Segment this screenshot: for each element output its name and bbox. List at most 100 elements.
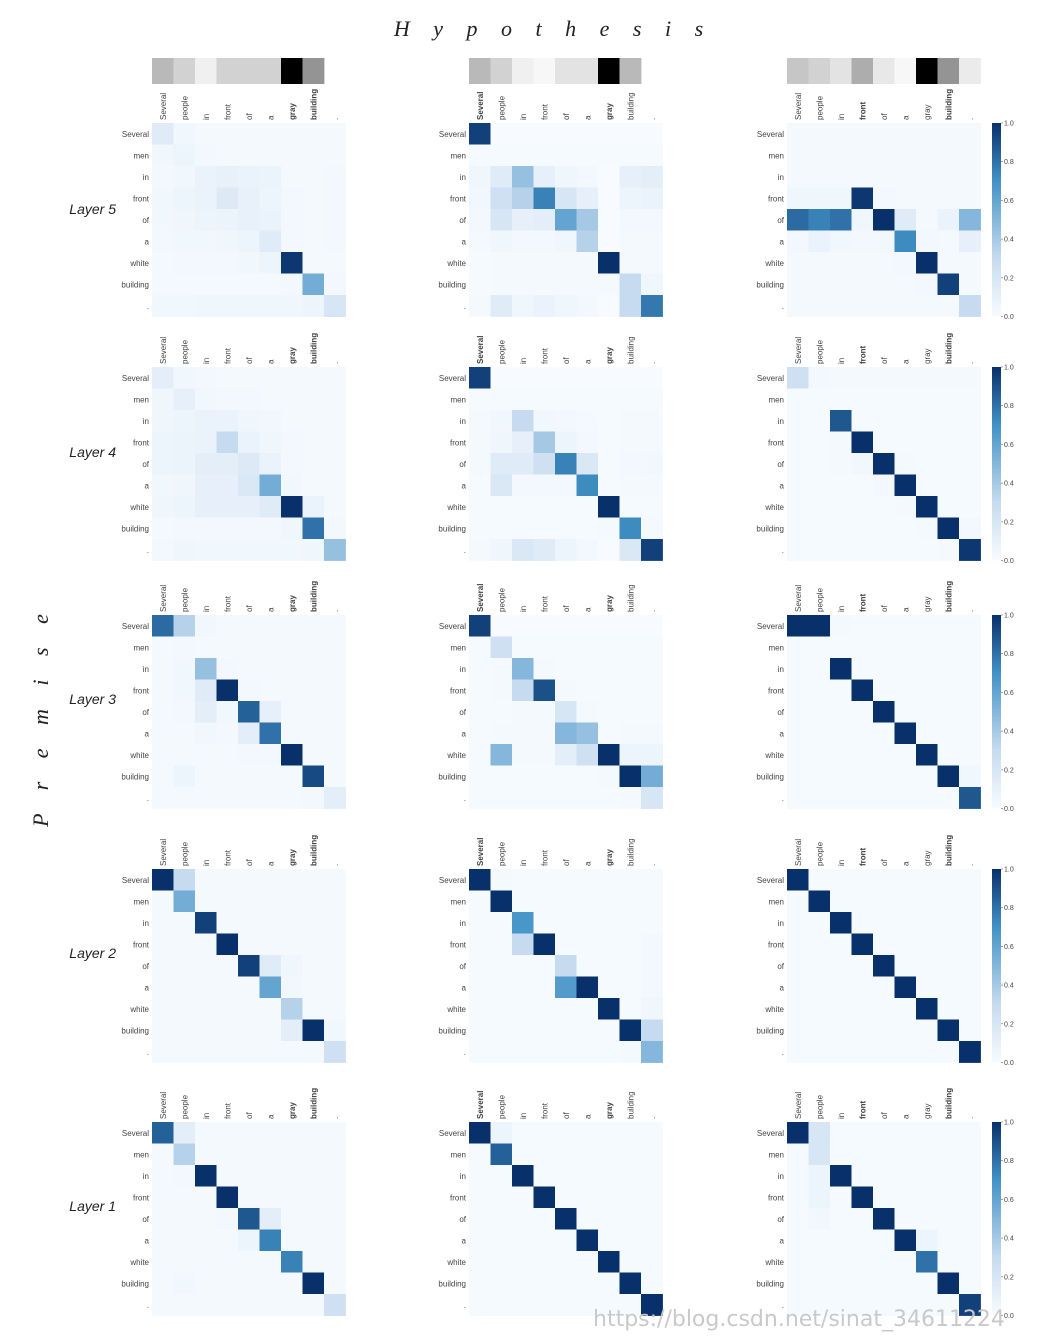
heatmap-cell bbox=[787, 722, 809, 745]
heatmap-cell bbox=[787, 539, 809, 561]
heatmap-cell bbox=[216, 1041, 239, 1063]
hypothesis-tick-label: . bbox=[648, 118, 657, 120]
heatmap-cell bbox=[195, 615, 217, 637]
heatmap-cell bbox=[851, 722, 874, 745]
heatmap-cell bbox=[216, 912, 239, 934]
heatmap-cell bbox=[576, 722, 599, 745]
hypothesis-tick-label: people bbox=[180, 95, 189, 120]
heatmap-cell bbox=[324, 976, 346, 999]
heatmap-cell bbox=[302, 1229, 325, 1252]
hypothesis-weight-strip bbox=[787, 58, 981, 84]
heatmap-cell bbox=[173, 209, 196, 231]
heatmap-cell bbox=[302, 1208, 325, 1230]
heatmap-cell bbox=[873, 496, 895, 518]
heatmap-cell bbox=[281, 998, 303, 1020]
hypothesis-tick-label: of bbox=[245, 1112, 254, 1119]
heatmap-cell bbox=[302, 209, 325, 231]
heatmap-cell bbox=[873, 1208, 895, 1230]
heatmap-cell bbox=[512, 453, 534, 475]
heatmap-cell bbox=[469, 166, 491, 188]
heatmap-cell bbox=[959, 890, 981, 913]
heatmap-cell bbox=[937, 869, 960, 891]
colorbar-tick-label: 0.8 bbox=[1004, 905, 1014, 912]
heatmap-cell bbox=[641, 765, 663, 788]
heatmap-cell bbox=[238, 787, 260, 809]
premise-tick-label: in bbox=[460, 1172, 466, 1181]
heatmap-cell bbox=[238, 998, 260, 1020]
heatmap-cell bbox=[469, 144, 491, 167]
heatmap-cell bbox=[281, 1251, 303, 1273]
heatmap-cell bbox=[238, 1019, 260, 1042]
heatmap-cell bbox=[894, 869, 917, 891]
premise-tick-label: . bbox=[464, 1048, 466, 1057]
heatmap-cell bbox=[555, 517, 577, 540]
heatmap-cell bbox=[576, 474, 599, 497]
heatmap-cell bbox=[937, 367, 960, 389]
heatmap-cell bbox=[576, 431, 599, 454]
heatmap-cell bbox=[598, 890, 620, 913]
heatmap-cell bbox=[873, 273, 895, 296]
heatmap-cell bbox=[641, 744, 663, 766]
heatmap-cell bbox=[555, 295, 577, 317]
heatmap-cell bbox=[533, 636, 556, 659]
heatmap-cell bbox=[830, 539, 852, 561]
heatmap-cell bbox=[619, 658, 642, 680]
weight-cell bbox=[238, 58, 260, 84]
heatmap-cell bbox=[152, 187, 174, 210]
heatmap-cell bbox=[281, 744, 303, 766]
heatmap-cell bbox=[324, 933, 346, 956]
heatmap-cell bbox=[490, 209, 513, 231]
premise-tick-label: building bbox=[438, 1026, 466, 1035]
heatmap-cell bbox=[808, 976, 831, 999]
hypothesis-tick-label: of bbox=[562, 1112, 571, 1119]
heatmap-cell bbox=[469, 1165, 491, 1187]
heatmap-cell bbox=[490, 1272, 513, 1295]
premise-tick-label: of bbox=[142, 460, 149, 469]
colorbar-tick-label: 1.0 bbox=[1004, 365, 1014, 372]
heatmap-cell bbox=[238, 701, 260, 723]
colorbar-tick-label: 0.0 bbox=[1004, 558, 1014, 565]
heatmap-cell bbox=[959, 1122, 981, 1144]
heatmap-cell bbox=[173, 869, 196, 891]
heatmap-cell bbox=[959, 367, 981, 389]
heatmap-cell bbox=[916, 869, 938, 891]
heatmap-cell bbox=[787, 410, 809, 432]
heatmap-cell bbox=[281, 1041, 303, 1063]
hypothesis-tick-label: of bbox=[880, 357, 889, 364]
heatmap-cell bbox=[490, 1294, 513, 1316]
heatmap-cell bbox=[555, 933, 577, 956]
heatmap-cell bbox=[259, 722, 282, 745]
heatmap-cell bbox=[873, 787, 895, 809]
heatmap-cell bbox=[195, 209, 217, 231]
heatmap-cell bbox=[512, 295, 534, 317]
heatmap-cell bbox=[576, 1186, 599, 1209]
heatmap-cell bbox=[302, 123, 325, 145]
heatmap-cell bbox=[195, 765, 217, 788]
heatmap-cell bbox=[173, 1019, 196, 1042]
heatmap-cell bbox=[808, 933, 831, 956]
premise-tick-label: white bbox=[764, 1005, 784, 1014]
heatmap-cell bbox=[830, 765, 852, 788]
heatmap-cell bbox=[195, 273, 217, 296]
attention-heatmap: Severalmeninfrontofawhitebuilding.Severa… bbox=[438, 1091, 663, 1316]
premise-tick-label: men bbox=[450, 643, 466, 652]
premise-tick-label: Several bbox=[757, 374, 784, 383]
heatmap-cell bbox=[512, 1041, 534, 1063]
colorbar: 1.00.80.60.40.20.0 bbox=[992, 867, 1014, 1067]
heatmap-cell bbox=[238, 431, 260, 454]
heatmap-cell bbox=[555, 787, 577, 809]
premise-tick-label: in bbox=[143, 173, 149, 182]
hypothesis-tick-label: front bbox=[858, 847, 867, 866]
premise-tick-label: Several bbox=[439, 622, 466, 631]
heatmap-cell bbox=[469, 295, 491, 317]
heatmap-cell bbox=[830, 367, 852, 389]
heatmap-cell bbox=[619, 539, 642, 561]
heatmap-cell bbox=[830, 869, 852, 891]
heatmap-cell bbox=[238, 658, 260, 680]
heatmap-cell bbox=[152, 998, 174, 1020]
heatmap-cell bbox=[916, 912, 938, 934]
heatmap-cell bbox=[937, 1143, 960, 1166]
heatmap-cell bbox=[808, 890, 831, 913]
hypothesis-tick-label: in bbox=[202, 606, 211, 612]
heatmap-cell bbox=[937, 123, 960, 145]
